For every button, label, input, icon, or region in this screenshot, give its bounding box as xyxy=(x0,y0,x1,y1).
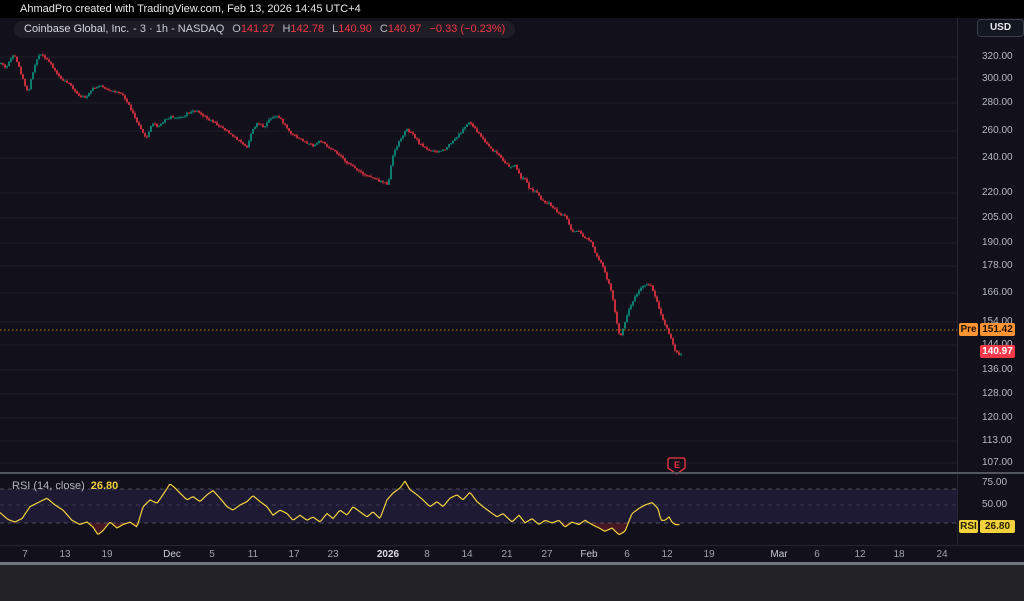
time-tick-label: 12 xyxy=(854,549,866,560)
time-tick-label: 21 xyxy=(501,549,513,560)
time-tick-label: 19 xyxy=(703,549,715,560)
rsi-pane[interactable] xyxy=(0,475,957,545)
ohlc-letter: O xyxy=(232,23,241,35)
time-tick-label: Feb xyxy=(580,549,598,560)
rsi-tick-label: 75.00 xyxy=(982,477,1008,488)
time-tick-label: 2026 xyxy=(376,549,400,560)
time-tick-label: 12 xyxy=(661,549,673,560)
svg-text:E: E xyxy=(674,460,680,470)
time-tick-label: 19 xyxy=(101,549,113,560)
price-tick-label: 190.00 xyxy=(982,237,1013,248)
rsi-tick-label: 50.00 xyxy=(982,499,1008,510)
pane-divider[interactable] xyxy=(0,472,1024,474)
symbol-meta: - 3 · 1h - NASDAQ xyxy=(133,23,225,35)
currency-usd-button[interactable]: USD xyxy=(977,19,1024,37)
time-scale[interactable] xyxy=(0,545,957,562)
ohlc-letter: H xyxy=(282,23,291,35)
time-tick-label: 23 xyxy=(327,549,339,560)
price-tick-label: 260.00 xyxy=(982,125,1013,136)
price-tick-label: 120.00 xyxy=(982,412,1013,423)
premarket-tag-badge: Pre xyxy=(959,323,978,336)
ohlc-letter: L xyxy=(332,23,339,35)
time-tick-label: 18 xyxy=(893,549,905,560)
price-tick-label: 320.00 xyxy=(982,51,1013,62)
ohlc-value: 141.27 xyxy=(240,23,275,35)
time-tick-label: 8 xyxy=(424,549,430,560)
time-tick-label: 14 xyxy=(461,549,473,560)
rsi-legend[interactable]: RSI (14, close) 26.80 xyxy=(12,480,118,492)
last-price-badge: 140.97 xyxy=(980,345,1015,358)
attribution-bar: AhmadPro created with TradingView.com, F… xyxy=(0,0,1024,18)
symbol-title: Coinbase Global, Inc. xyxy=(24,23,130,35)
price-scale-border xyxy=(957,18,958,545)
footer-bar: TradingView xyxy=(0,565,1024,601)
time-tick-label: Dec xyxy=(163,549,181,560)
attribution-text: AhmadPro created with TradingView.com, F… xyxy=(20,3,361,15)
ohlc-values: O141.27 H142.78 L140.90 C140.97 xyxy=(224,23,421,35)
change-value: −0.33 (−0.23%) xyxy=(429,23,506,35)
price-scale[interactable] xyxy=(957,18,1024,545)
ohlc-value: 140.97 xyxy=(387,23,422,35)
ohlc-value: 142.78 xyxy=(290,23,325,35)
price-tick-label: 113.00 xyxy=(982,435,1012,446)
price-tick-label: 205.00 xyxy=(982,212,1013,223)
rsi-value: 26.80 xyxy=(90,480,119,492)
price-tick-label: 280.00 xyxy=(982,97,1013,108)
time-tick-label: 27 xyxy=(541,549,553,560)
price-tick-label: 144.00 xyxy=(982,339,1013,350)
price-tick-label: 154.00 xyxy=(982,316,1013,327)
price-tick-label: 300.00 xyxy=(982,73,1013,84)
price-tick-label: 166.00 xyxy=(982,287,1013,298)
time-tick-label: 7 xyxy=(22,549,28,560)
symbol-legend[interactable]: Coinbase Global, Inc. - 3 · 1h - NASDAQ O1… xyxy=(14,21,516,38)
rsi-title: RSI (14, close) xyxy=(12,480,85,492)
price-pane[interactable] xyxy=(0,18,957,472)
time-tick-label: 6 xyxy=(814,549,820,560)
price-tick-label: 240.00 xyxy=(982,152,1013,163)
rsi-tag-badge: RSI xyxy=(959,520,978,533)
time-tick-label: 5 xyxy=(209,549,215,560)
time-tick-label: Mar xyxy=(770,549,788,560)
price-tick-label: 220.00 xyxy=(982,187,1013,198)
time-tick-label: 11 xyxy=(247,549,259,560)
rsi-price-badge: 26.80 xyxy=(980,520,1015,533)
ohlc-letter: C xyxy=(379,23,388,35)
time-tick-label: 17 xyxy=(288,549,300,560)
time-tick-label: 6 xyxy=(624,549,630,560)
ohlc-value: 140.90 xyxy=(338,23,372,35)
time-tick-label: 24 xyxy=(936,549,948,560)
premarket-price-badge: 151.42 xyxy=(980,323,1015,336)
price-tick-label: 178.00 xyxy=(982,260,1013,271)
price-tick-label: 107.00 xyxy=(982,457,1013,468)
price-tick-label: 136.00 xyxy=(982,364,1013,375)
bottom-edge-strip xyxy=(0,562,1024,565)
time-tick-label: 13 xyxy=(59,549,71,560)
price-tick-label: 128.00 xyxy=(982,388,1013,399)
time-scale-border xyxy=(0,545,1024,546)
